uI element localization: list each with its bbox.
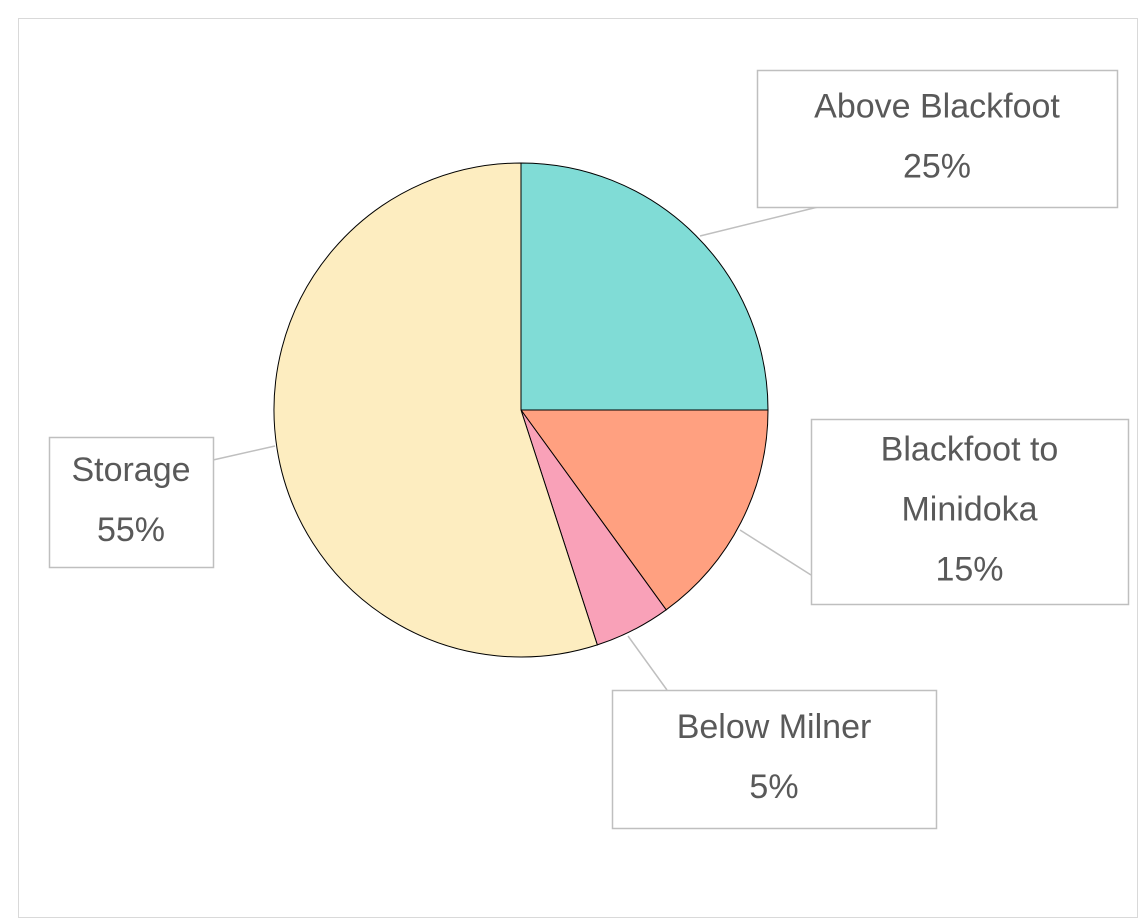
data-label-name: Below Milner	[677, 708, 872, 746]
pie-slice	[273, 162, 598, 658]
data-label-name: Above Blackfoot	[814, 87, 1060, 125]
data-label-line: Blackfoot to	[881, 430, 1059, 468]
data-label-box	[611, 689, 938, 830]
data-label-line: Minidoka	[901, 490, 1037, 528]
data-label-line: Above Blackfoot	[814, 87, 1060, 125]
data-label-value: 15%	[935, 550, 1003, 588]
data-label-value: 5%	[749, 768, 798, 806]
data-label-name: Storage	[71, 451, 190, 489]
data-label-box	[756, 69, 1119, 209]
data-label-line: Below Milner	[677, 708, 872, 746]
leader-line	[627, 635, 668, 691]
pie-slice	[520, 409, 769, 611]
data-label-line: Storage	[71, 451, 190, 489]
leader-line	[739, 529, 812, 576]
data-label-name: Blackfoot to Minidoka	[881, 430, 1059, 528]
data-label-box	[48, 436, 215, 569]
data-label-value: 25%	[903, 147, 971, 185]
pie-slice	[520, 162, 769, 411]
data-label-value: 55%	[97, 511, 165, 549]
data-label-box	[810, 418, 1130, 606]
leader-line	[212, 445, 276, 461]
